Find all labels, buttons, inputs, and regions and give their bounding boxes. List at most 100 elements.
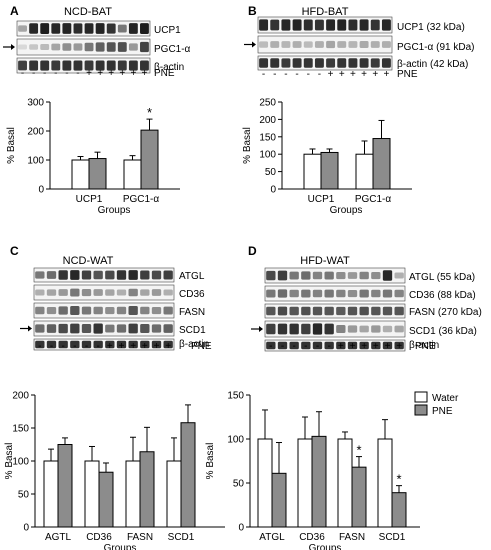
blot-band: [314, 19, 324, 31]
y-tick-label: 250: [259, 98, 276, 109]
blot-band: [73, 43, 83, 51]
blot-band: [348, 41, 358, 48]
blot-band: [58, 270, 68, 280]
blot-panel-d: D HFD-WAT ATGL (55 kDa) CD36 (88 kDa) FASN (…: [248, 244, 482, 352]
legend-label: PNE: [432, 406, 453, 417]
blot-band: [337, 19, 347, 31]
pne-sign: +: [373, 341, 379, 352]
pne-label: PNE: [191, 341, 212, 352]
blot-band: [336, 341, 346, 350]
blot-strip: [33, 267, 175, 283]
blot-band: [140, 306, 150, 315]
blot-band: [289, 341, 299, 350]
blot-band: [84, 60, 94, 71]
x-tick-label: CD36: [299, 532, 325, 543]
pne-sign: +: [328, 69, 334, 80]
blot-band: [347, 289, 358, 298]
blot-panel-b: B HFD-BAT UCP1 (32 kDa) PGC1-α (91 kDa) β-ac…: [244, 4, 474, 80]
x-axis-label: Groups: [98, 205, 131, 216]
x-tick-label: SCD1: [168, 532, 195, 543]
band-label: UCP1: [154, 25, 181, 36]
blot-band: [140, 23, 149, 34]
x-tick-label: UCP1: [76, 194, 103, 205]
blot-band: [347, 272, 358, 279]
y-tick-label: 200: [259, 115, 276, 126]
band-label: SCD1 (36 kDa): [409, 326, 477, 337]
blot-band: [81, 288, 92, 297]
blot-band: [128, 323, 138, 334]
legend-swatch: [414, 404, 428, 416]
band-label: ATGL (55 kDa): [409, 272, 475, 283]
y-axis-label: % Basal: [4, 443, 15, 480]
blot-band: [35, 271, 45, 279]
blot-band: [128, 340, 138, 349]
legend: Water PNE: [414, 391, 459, 417]
bar: [71, 159, 90, 190]
blot-band: [35, 289, 45, 296]
blot-strip: [264, 303, 406, 319]
blot-band: [81, 324, 92, 333]
pne-sign: +: [165, 341, 171, 352]
pne-sign: +: [339, 69, 345, 80]
blot-strip: [33, 320, 175, 337]
bar: [311, 435, 327, 528]
blot-strip: [264, 267, 406, 284]
blot-band: [277, 341, 288, 350]
blot-band: [70, 270, 80, 280]
blot-band: [73, 23, 83, 34]
arrow-icon: [259, 326, 263, 332]
blot-band: [359, 341, 369, 350]
bar: [57, 444, 73, 528]
bar: [355, 153, 374, 190]
y-tick-label: 150: [12, 424, 29, 435]
legend-swatch: [414, 391, 428, 403]
blot-band: [151, 289, 162, 296]
bar: [303, 153, 322, 190]
blot-band: [270, 19, 280, 31]
blot-band: [292, 19, 302, 31]
band-label: β-actin: [409, 340, 439, 351]
blot-band: [326, 40, 336, 49]
blot-band: [324, 323, 334, 335]
blot-band: [381, 41, 391, 48]
blot-band: [289, 271, 299, 280]
blot-band: [51, 43, 61, 51]
pne-sign: -: [38, 341, 41, 352]
blot-band: [370, 58, 380, 68]
blot-band: [394, 289, 404, 298]
blot-band: [266, 341, 276, 350]
bar: [351, 466, 367, 528]
blot-band: [18, 25, 27, 32]
blot-band: [292, 41, 302, 48]
x-axis-label: Groups: [104, 543, 137, 550]
x-tick-label: PGC1-α: [355, 194, 392, 205]
blot-band: [270, 41, 280, 48]
blot-band: [312, 271, 323, 280]
pne-sign: -: [316, 341, 319, 352]
legend-label: Water: [432, 393, 459, 404]
pne-sign: +: [383, 69, 389, 80]
y-tick-label: 100: [27, 156, 44, 167]
panel-letter: B: [248, 4, 257, 18]
blot-band: [106, 60, 116, 71]
pne-sign: +: [142, 68, 148, 79]
pne-sign: -: [21, 68, 24, 79]
blot-band: [382, 325, 393, 333]
blot-band: [359, 306, 369, 316]
pne-label: PNE: [154, 68, 175, 79]
pne-sign: -: [73, 341, 76, 352]
pne-sign: -: [327, 341, 330, 352]
blot-band: [46, 324, 57, 333]
significance-mark: *: [147, 105, 152, 120]
pne-sign: -: [65, 68, 68, 79]
blot-band: [266, 289, 276, 298]
blot-band: [371, 306, 381, 316]
blot-band: [281, 41, 291, 48]
blot-band: [105, 306, 115, 315]
pne-sign: -: [262, 69, 265, 80]
blot-band: [394, 325, 404, 333]
y-axis-label: % Basal: [242, 127, 253, 164]
blot-band: [324, 271, 334, 280]
pne-sign: +: [119, 68, 125, 79]
